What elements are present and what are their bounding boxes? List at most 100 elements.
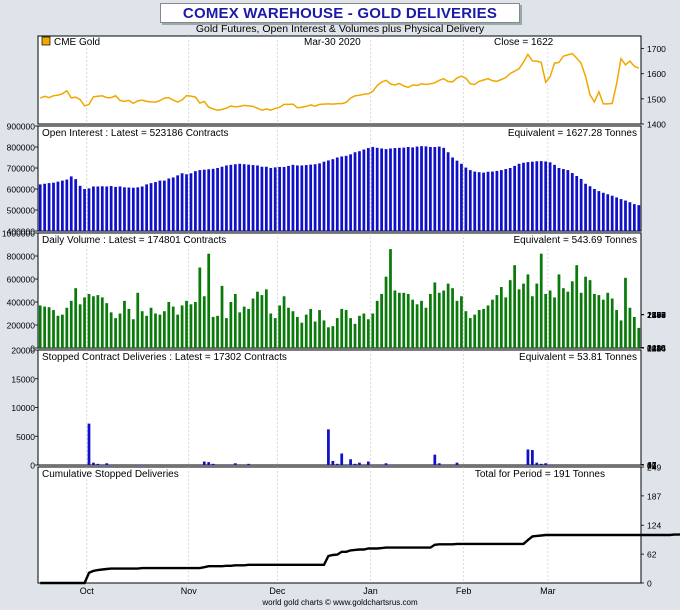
open_interest-bar [100, 186, 104, 231]
open_interest-bar [260, 166, 264, 231]
open_interest-bar [601, 192, 605, 231]
open_interest-bar [570, 173, 574, 231]
open_interest-bar [114, 186, 117, 231]
daily_volume-bar [225, 318, 228, 348]
open_interest-bar [136, 187, 140, 231]
open_interest-bar [491, 171, 494, 231]
open_interest-bar [313, 164, 317, 231]
daily_volume-bar [402, 292, 406, 348]
daily_volume-bar [74, 288, 78, 348]
open_interest-bar [353, 152, 357, 231]
open_interest-bar [437, 146, 441, 231]
daily_volume-bar [229, 302, 233, 348]
daily_volume-readout: Equivalent = 543.69 Tonnes [513, 235, 637, 246]
panel-4-left-tick-label: 10000 [11, 403, 35, 413]
open_interest-readout: Equivalent = 1627.28 Tonnes [508, 128, 637, 139]
open_interest-bar [366, 148, 370, 231]
daily_volume-bar [362, 313, 366, 348]
panel-5-right-tick-label: 0 [647, 579, 652, 589]
daily_volume-bar [464, 311, 468, 348]
open_interest-bar [637, 205, 641, 231]
open_interest-bar [455, 160, 459, 231]
open_interest-bar [610, 195, 614, 231]
daily_volume-bar [260, 295, 264, 348]
open_interest-bar [207, 169, 211, 231]
open_interest-bar [69, 176, 73, 231]
open_interest-bar [300, 165, 304, 231]
panel-4-left-tick-label: 0 [30, 461, 35, 471]
daily_volume-bar [158, 314, 162, 348]
daily_volume-bar [52, 310, 55, 348]
panel-1-right-tick-label: 1400 [647, 120, 666, 130]
daily_volume-bar [615, 310, 618, 348]
open_interest-bar [384, 149, 388, 231]
panel-4-left-tick-label: 20000 [11, 346, 35, 356]
open_interest-bar [575, 175, 579, 231]
daily_volume-bar [207, 253, 211, 348]
daily_volume-bar [637, 327, 641, 348]
open_interest-bar [65, 179, 69, 231]
price-date-label: Mar-30 2020 [304, 37, 361, 48]
daily_volume-bar [411, 299, 415, 348]
open_interest-bar [464, 167, 468, 231]
open_interest-bar [406, 147, 410, 231]
daily_volume-label: Daily Volume : Latest = 174801 Contracts [42, 235, 226, 246]
daily_volume-bar [513, 265, 517, 348]
panel-3-left-tick-label: 600000 [7, 275, 36, 285]
open_interest-bar [548, 162, 552, 231]
open_interest-bar [180, 173, 184, 231]
open_interest-bar [229, 164, 233, 231]
daily_volume-bar [251, 298, 255, 348]
open_interest-bar [517, 163, 521, 231]
open_interest-bar [47, 183, 51, 231]
daily_volume-bar [429, 293, 432, 348]
panel-2-right-tick-label: 1244 [647, 310, 666, 320]
daily_volume-bar [601, 299, 605, 348]
open_interest-bar [531, 161, 534, 231]
daily_volume-bar [65, 307, 69, 348]
daily_volume-bar [256, 291, 259, 348]
daily_volume-bar [482, 308, 485, 348]
daily_volume-bar [539, 253, 543, 348]
open_interest-bar [566, 170, 570, 231]
daily_volume-bar [384, 276, 388, 348]
daily_volume-bar [340, 308, 344, 348]
open_interest-bar [131, 187, 135, 231]
stopped_deliveries-bar [140, 464, 144, 465]
daily_volume-bar [180, 305, 184, 348]
stopped_deliveries-bar [437, 463, 441, 465]
open_interest-bar [202, 169, 206, 231]
daily_volume-bar [140, 311, 144, 348]
stopped_deliveries-bar [247, 463, 250, 465]
open_interest-bar [176, 175, 180, 231]
open_interest-bar [56, 181, 60, 231]
stopped_deliveries-bar [535, 462, 539, 465]
daily_volume-bar [557, 274, 561, 348]
daily_volume-bar [47, 307, 51, 348]
open_interest-bar [327, 160, 330, 231]
daily_volume-bar [69, 300, 73, 348]
open_interest-label: Open Interest : Latest = 523186 Contract… [42, 128, 229, 139]
daily_volume-bar [504, 297, 508, 348]
open_interest-bar [402, 147, 406, 231]
open_interest-bar [140, 186, 144, 231]
daily_volume-bar [495, 295, 499, 348]
daily_volume-bar [499, 287, 503, 348]
daily_volume-bar [211, 316, 215, 348]
month-label-jan: Jan [363, 586, 378, 596]
open_interest-bar [393, 148, 397, 231]
open_interest-bar [61, 180, 64, 231]
open_interest-bar [624, 200, 627, 231]
open_interest-bar [526, 162, 530, 231]
stopped_deliveries-bar [358, 462, 361, 465]
panel-2-right-tick-label: 1555 [647, 310, 666, 320]
daily_volume-bar [296, 316, 299, 348]
open_interest-bar [225, 165, 228, 231]
open_interest-bar [52, 182, 55, 231]
open_interest-bar [584, 183, 587, 231]
open_interest-bar [473, 171, 477, 231]
stopped_deliveries-bar [211, 463, 215, 465]
open_interest-bar [127, 187, 131, 231]
chart-title: COMEX WAREHOUSE - GOLD DELIVERIES [182, 4, 498, 22]
open_interest-bar [606, 194, 610, 231]
